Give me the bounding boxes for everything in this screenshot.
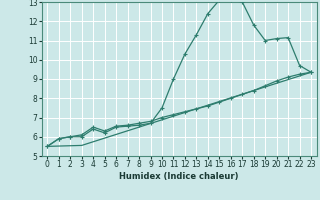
X-axis label: Humidex (Indice chaleur): Humidex (Indice chaleur) (119, 172, 239, 181)
